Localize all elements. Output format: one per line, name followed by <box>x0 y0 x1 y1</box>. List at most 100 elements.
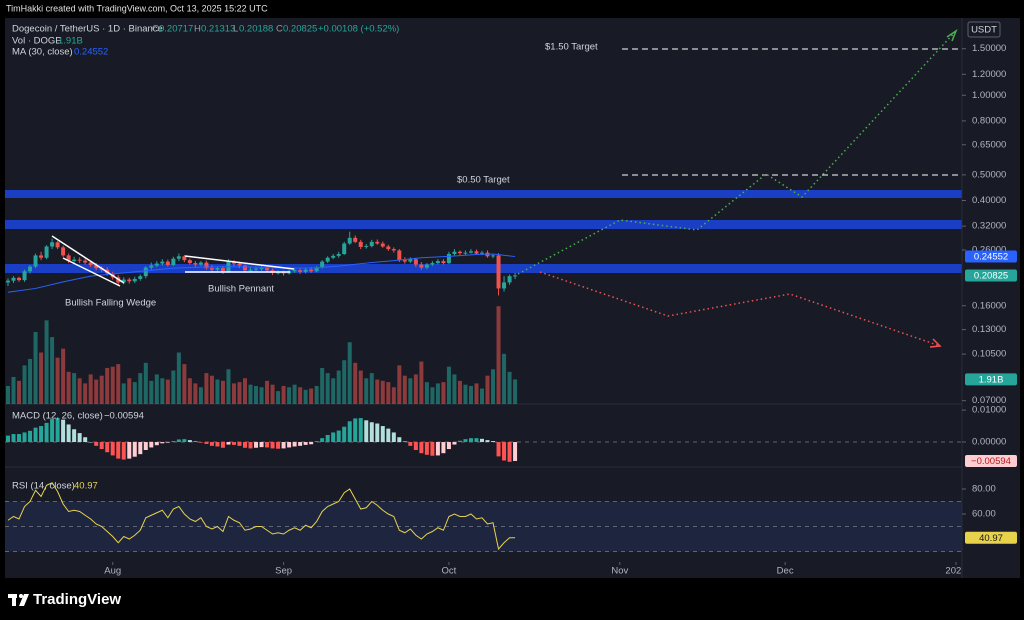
legend-key: L <box>233 24 238 35</box>
arrow-head <box>929 338 942 348</box>
macd-bar <box>303 442 308 445</box>
candle-body <box>276 272 281 274</box>
candle-body <box>94 265 99 269</box>
volume-bar <box>11 376 16 404</box>
candle-body <box>391 249 396 251</box>
candle-body <box>309 269 314 272</box>
rsi-legend-value: 40.97 <box>74 481 98 492</box>
candle-body <box>28 266 33 272</box>
candle-body <box>408 259 413 262</box>
macd-bar <box>138 442 143 455</box>
volume-bar <box>331 378 336 404</box>
volume-bar <box>314 385 319 404</box>
candle-body <box>193 263 198 265</box>
macd-bar <box>11 434 16 443</box>
candle-body <box>513 275 518 277</box>
header: TimHakki created with TradingView.com, O… <box>6 3 268 13</box>
macd-bar <box>209 442 214 446</box>
pattern-label: Bullish Falling Wedge <box>65 298 156 309</box>
macd-bar <box>127 442 132 459</box>
candle-body <box>375 241 380 244</box>
candle-body <box>364 246 369 248</box>
legend-key: O <box>152 24 159 35</box>
volume-bar <box>375 379 380 404</box>
y-tick-label: 0.65000 <box>972 139 1006 150</box>
pattern-label: Bullish Pennant <box>208 284 274 295</box>
candle-body <box>6 280 10 283</box>
bearish-projection <box>539 271 941 347</box>
macd-bar <box>485 440 490 443</box>
volume-legend-value: 1.91B <box>58 36 83 47</box>
macd-bar <box>513 442 518 461</box>
macd-bar <box>50 419 55 443</box>
volume-bar <box>149 380 154 404</box>
currency[interactable]: USDT <box>971 25 997 36</box>
volume-bar <box>237 382 242 404</box>
currency-button[interactable] <box>967 21 1001 38</box>
macd-bar <box>364 420 369 443</box>
x-tick-label: Sep <box>275 566 292 577</box>
candle-body <box>358 241 363 247</box>
macd-bar <box>132 442 137 457</box>
volume-bar <box>226 369 231 404</box>
candle-body <box>468 251 473 253</box>
chart-background <box>5 18 1020 578</box>
macd-bar <box>6 435 10 443</box>
volume-bar <box>358 370 363 404</box>
volume-bar <box>176 352 181 404</box>
candle-body <box>457 251 462 254</box>
candle-body <box>88 262 93 266</box>
volume-bar <box>6 385 10 404</box>
pennant-line <box>184 255 295 270</box>
volume-bar <box>231 383 236 404</box>
volume-bar <box>309 388 314 404</box>
volume-bar <box>160 378 165 404</box>
macd-bar <box>165 442 170 443</box>
volume-bar <box>491 369 496 404</box>
drawings: Bullish Falling Wedge Bullish Pennant $0… <box>51 29 962 348</box>
candle-body <box>303 269 308 272</box>
candle-body <box>248 269 253 271</box>
legend-change: +0.00108 (+0.52%) <box>318 24 399 35</box>
candle-body <box>243 265 247 271</box>
volume-bar <box>33 331 38 404</box>
candle-body <box>160 261 165 264</box>
y-tick-label: 0.07000 <box>972 395 1006 406</box>
logo-mark <box>12 594 16 606</box>
macd-bar <box>259 442 264 448</box>
value-box-label: 0.24552 <box>974 252 1008 263</box>
volume-bar <box>468 385 473 404</box>
candle-body <box>149 265 154 268</box>
candle-body <box>380 243 385 247</box>
value-box-label: 1.91B <box>979 374 1004 385</box>
volume-bar <box>364 378 369 404</box>
x-tick-label: 2026 <box>945 566 966 577</box>
volume-bar <box>50 337 55 404</box>
volume-bar <box>325 373 330 404</box>
volume-bar <box>165 379 170 404</box>
macd-bar <box>468 438 473 443</box>
candle-body <box>386 246 391 250</box>
macd-bar <box>226 442 231 445</box>
candle-body <box>209 268 214 270</box>
macd-bar <box>474 438 479 443</box>
candle-body <box>480 252 484 254</box>
candle-body <box>331 255 336 258</box>
volume-bar <box>502 353 507 404</box>
candle-body <box>298 270 303 272</box>
macd-bar <box>33 427 38 443</box>
candle-body <box>259 268 264 270</box>
y-tick-label: 60.00 <box>972 509 996 520</box>
volume-bar <box>446 366 451 404</box>
macd-bar <box>402 441 407 443</box>
legend-value: 0.21313 <box>201 24 235 35</box>
rsi-line <box>7 482 516 551</box>
candle-body <box>254 268 259 270</box>
macd-bar <box>336 430 341 443</box>
candle-body <box>127 279 132 282</box>
volume-bar <box>457 380 462 404</box>
candle-body <box>463 252 468 254</box>
candle-body <box>138 276 143 279</box>
volume-bar <box>424 382 429 404</box>
volume-bar <box>270 384 275 404</box>
